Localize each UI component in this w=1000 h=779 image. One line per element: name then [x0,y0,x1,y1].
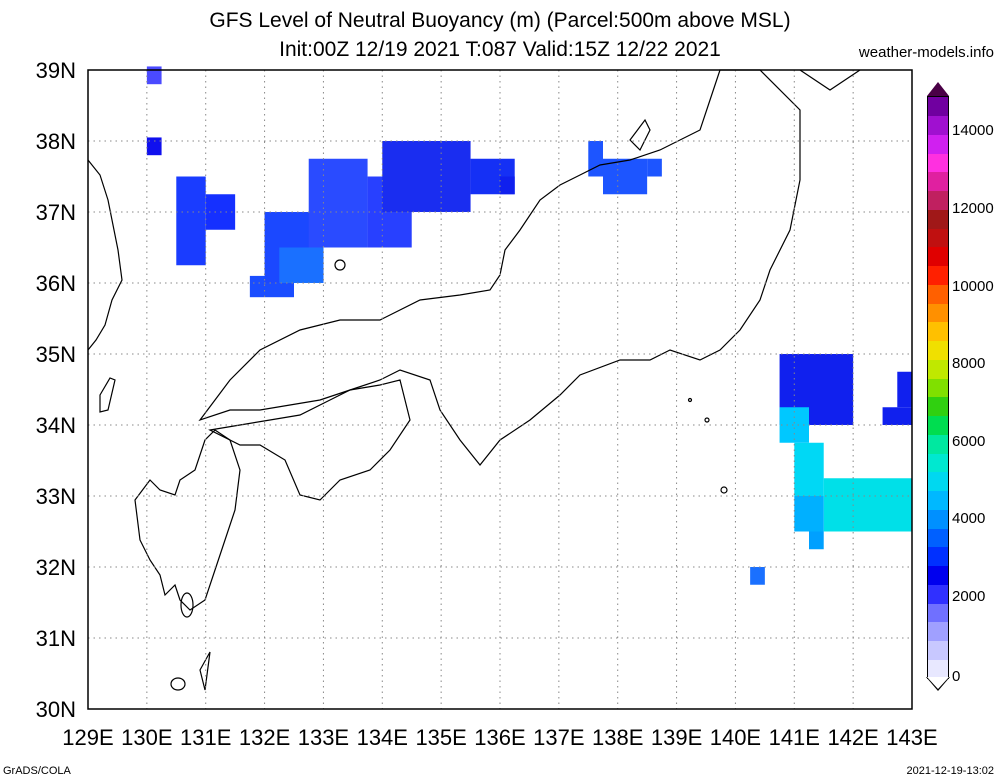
buoyancy-cell [882,407,912,425]
lon-tick-label: 136E [474,725,525,750]
lat-tick-label: 32N [36,555,76,580]
colorbar-label: 0 [952,668,961,685]
colorbar-segment [928,265,948,285]
lat-tick-label: 30N [36,697,76,722]
colorbar-segment [928,134,948,154]
colorbar-segment [928,209,948,229]
buoyancy-cell [823,478,912,532]
colorbar-segment [928,396,948,417]
colorbar-segment [928,453,948,473]
coastline [87,69,861,691]
colorbar-segment [928,565,948,585]
buoyancy-cell [750,567,765,585]
colorbar-segment [928,303,948,323]
lat-tick-label: 34N [36,413,76,438]
lat-tick-label: 36N [36,271,76,296]
lon-tick-label: 130E [121,725,172,750]
buoyancy-cell [146,66,162,85]
lon-tick-label: 143E [886,725,937,750]
lon-tick-label: 138E [592,725,643,750]
map-title-line2: Init:00Z 12/19 2021 T:087 Valid:15Z 12/2… [279,38,721,61]
lon-tick-label: 139E [651,725,702,750]
footer-right: 2021-12-19-13:02 [906,765,994,777]
lon-tick-label: 140E [710,725,761,750]
colorbar-segment [928,659,948,679]
colorbar-label: 6000 [952,433,986,450]
colorbar-segment [928,584,948,604]
colorbar-segment [928,546,948,567]
buoyancy-cell [647,158,662,177]
buoyancy-cell [588,141,603,177]
buoyancy-cell [897,371,912,408]
colorbar-bottom-arrow-fill [927,677,949,689]
colorbar-segment [928,528,948,548]
colorbar-segment [928,621,948,641]
colorbar-segment [928,228,948,248]
lat-tick-label: 31N [36,626,76,651]
colorbar-segment [928,509,948,529]
buoyancy-cell [146,137,162,156]
colorbar-segment [928,359,948,379]
lat-tick-label: 35N [36,342,76,367]
colorbar-segment [928,153,948,173]
lon-tick-label: 142E [827,725,878,750]
colorbar [927,96,949,679]
colorbar-label: 2000 [952,588,986,605]
colorbar-top-arrow [927,82,949,96]
colorbar-segment [928,471,948,492]
lon-tick-label: 129E [62,725,113,750]
buoyancy-cell [500,176,515,195]
colorbar-segment [928,190,948,210]
colorbar-segment [928,434,948,454]
colorbar-label: 14000 [952,122,994,139]
colorbar-label: 8000 [952,355,986,372]
colorbar-segment [928,640,948,660]
lon-tick-label: 131E [180,725,231,750]
map-frame [87,69,913,710]
lon-tick-label: 141E [769,725,820,750]
lon-tick-label: 137E [533,725,584,750]
footer-left: GrADS/COLA [3,765,71,777]
colorbar-segment [928,415,948,435]
buoyancy-cell [176,176,206,266]
buoyancy-cell [279,247,324,283]
colorbar-segment [928,115,948,135]
colorbar-segment [928,321,948,342]
lon-tick-label: 132E [239,725,290,750]
colorbar-segment [928,378,948,398]
buoyancy-cell [779,407,809,443]
lon-tick-label: 133E [298,725,349,750]
colorbar-label: 10000 [952,278,994,295]
buoyancy-cell [308,158,368,248]
colorbar-segment [928,97,948,117]
lat-tick-label: 37N [36,200,76,225]
site-credit: weather-models.info [858,44,994,61]
buoyancy-cell [794,496,824,532]
lat-tick-label: 33N [36,484,76,509]
colorbar-segment [928,284,948,304]
lon-tick-label: 135E [415,725,466,750]
map-title-line1: GFS Level of Neutral Buoyancy (m) (Parce… [209,9,791,32]
colorbar-segment [928,340,948,360]
buoyancy-cell [382,141,471,212]
colorbar-segment [928,490,948,510]
colorbar-segment [928,246,948,267]
colorbar-label: 12000 [952,200,994,217]
colorbar-label: 4000 [952,510,986,527]
colorbar-segment [928,171,948,192]
lat-tick-label: 39N [36,58,76,83]
lat-tick-label: 38N [36,129,76,154]
precip-cells [146,66,912,585]
buoyancy-cell [603,158,648,195]
lon-tick-label: 134E [357,725,408,750]
colorbar-segment [928,603,948,623]
buoyancy-cell [809,531,824,550]
buoyancy-cell [794,442,824,496]
